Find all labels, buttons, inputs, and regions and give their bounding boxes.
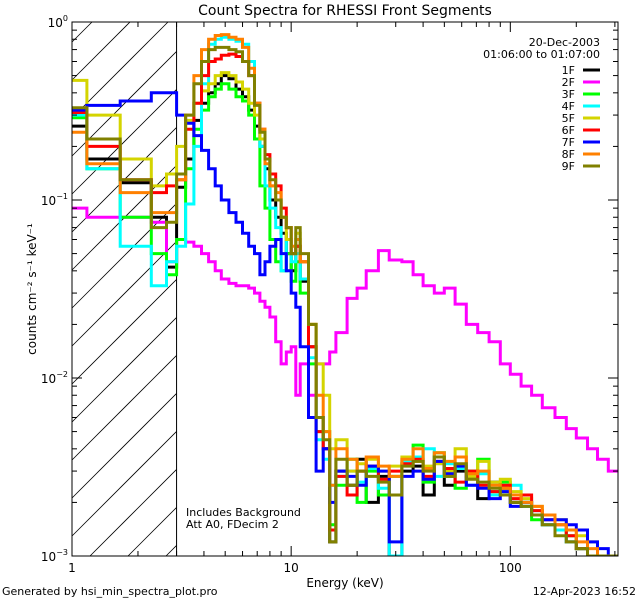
legend-date: 20-Dec-2003 xyxy=(529,36,600,49)
series-line-9f xyxy=(72,45,618,556)
x-axis-label: Energy (keV) xyxy=(306,576,383,590)
legend-label-2f: 2F xyxy=(562,76,575,89)
hatch-line xyxy=(71,431,177,537)
chart-title: Count Spectra for RHESSI Front Segments xyxy=(198,3,492,19)
hatch-line xyxy=(71,241,177,347)
series-line-7f xyxy=(72,91,618,556)
footer-generated-by: Generated by hsi_min_spectra_plot.pro xyxy=(2,585,218,598)
legend-label-1f: 1F xyxy=(562,64,575,77)
series-line-5f xyxy=(72,71,618,556)
legend-label-6f: 6F xyxy=(562,124,575,137)
legend-label-7f: 7F xyxy=(562,136,575,149)
series-line-3f xyxy=(72,82,618,556)
hatch-line xyxy=(71,21,93,43)
series-line-4f xyxy=(72,35,618,556)
y-tick-label: 10−3 xyxy=(41,548,68,564)
legend-label-4f: 4F xyxy=(562,100,575,113)
legend-label-9f: 9F xyxy=(562,160,575,173)
hatch-line xyxy=(165,545,177,557)
hatch-line xyxy=(71,393,177,499)
hatch-line xyxy=(71,279,177,385)
hatch-line xyxy=(71,89,177,195)
hatch-line xyxy=(71,317,177,423)
hatch-line xyxy=(71,21,131,81)
legend-label-5f: 5F xyxy=(562,112,575,125)
series-line-6f xyxy=(72,52,618,556)
hatch-line xyxy=(127,507,177,557)
y-tick-label: 100 xyxy=(48,14,68,30)
x-tick-label: 10 xyxy=(284,561,299,575)
legend-time-range: 01:06:00 to 01:07:00 xyxy=(483,48,600,61)
footer-timestamp: 12-Apr-2023 16:52 xyxy=(533,585,636,598)
y-tick-label: 10−2 xyxy=(41,370,68,386)
hatch-line xyxy=(71,355,177,461)
plot-frame xyxy=(71,21,619,557)
hatch-line xyxy=(71,203,177,309)
annotation-background: Includes Background xyxy=(186,506,301,519)
legend-label-8f: 8F xyxy=(562,148,575,161)
x-tick-label: 1 xyxy=(68,561,76,575)
annotation-attenuator: Att A0, FDecim 2 xyxy=(186,518,279,531)
hatch-line xyxy=(89,469,177,557)
y-axis-label: counts cm⁻² s⁻¹ keV⁻¹ xyxy=(25,223,39,355)
y-tick-label: 10−1 xyxy=(41,192,68,208)
series-line-2f xyxy=(72,206,618,473)
legend-label-3f: 3F xyxy=(562,88,575,101)
x-tick-label: 100 xyxy=(499,561,522,575)
